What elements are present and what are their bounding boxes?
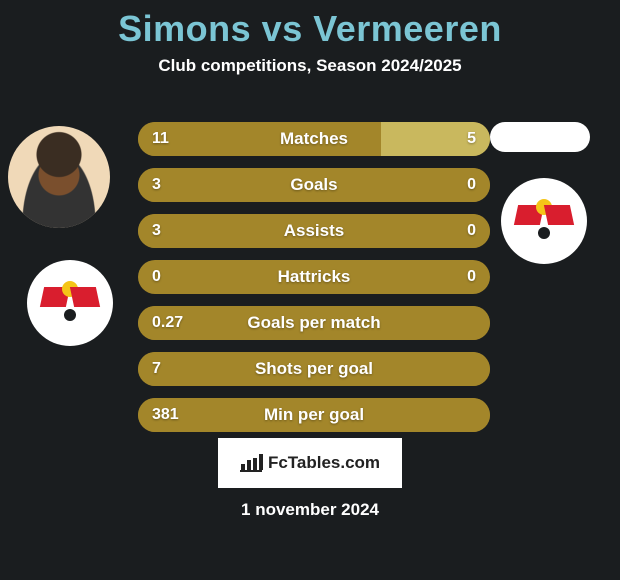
- club-badge-left: [27, 260, 113, 346]
- footer-brand: FcTables.com: [218, 438, 402, 488]
- stat-row: 0.27Goals per match: [138, 306, 490, 340]
- stat-value-left: 0: [152, 260, 161, 294]
- stat-seg-left: [138, 168, 490, 202]
- stat-seg-left: [138, 352, 490, 386]
- stat-value-right: 0: [467, 260, 476, 294]
- page-title: Simons vs Vermeeren: [0, 0, 620, 50]
- stat-seg-left: [138, 122, 381, 156]
- stat-row: 7Shots per goal: [138, 352, 490, 386]
- stat-row: 30Assists: [138, 214, 490, 248]
- stat-row: 381Min per goal: [138, 398, 490, 432]
- stat-label: Hattricks: [138, 260, 490, 294]
- subtitle: Club competitions, Season 2024/2025: [0, 56, 620, 76]
- rb-leipzig-icon: [514, 199, 574, 243]
- player-avatar-left: [8, 126, 110, 228]
- stat-row: 30Goals: [138, 168, 490, 202]
- stat-seg-left: [138, 398, 490, 432]
- stat-seg-right: [381, 122, 490, 156]
- club-badge-right: [501, 178, 587, 264]
- stat-seg-left: [138, 214, 490, 248]
- player-avatar-right: [490, 122, 590, 152]
- date-text: 1 november 2024: [0, 500, 620, 520]
- stat-row: 115Matches: [138, 122, 490, 156]
- rb-leipzig-icon: [40, 281, 100, 325]
- stat-row: 0 0Hattricks: [138, 260, 490, 294]
- footer-brand-text: FcTables.com: [268, 453, 380, 473]
- stats-container: 115Matches 30Goals 30Assists 0 0Hattricks 0.2…: [138, 122, 490, 444]
- bar-chart-icon: [240, 454, 262, 472]
- stat-seg-left: [138, 306, 490, 340]
